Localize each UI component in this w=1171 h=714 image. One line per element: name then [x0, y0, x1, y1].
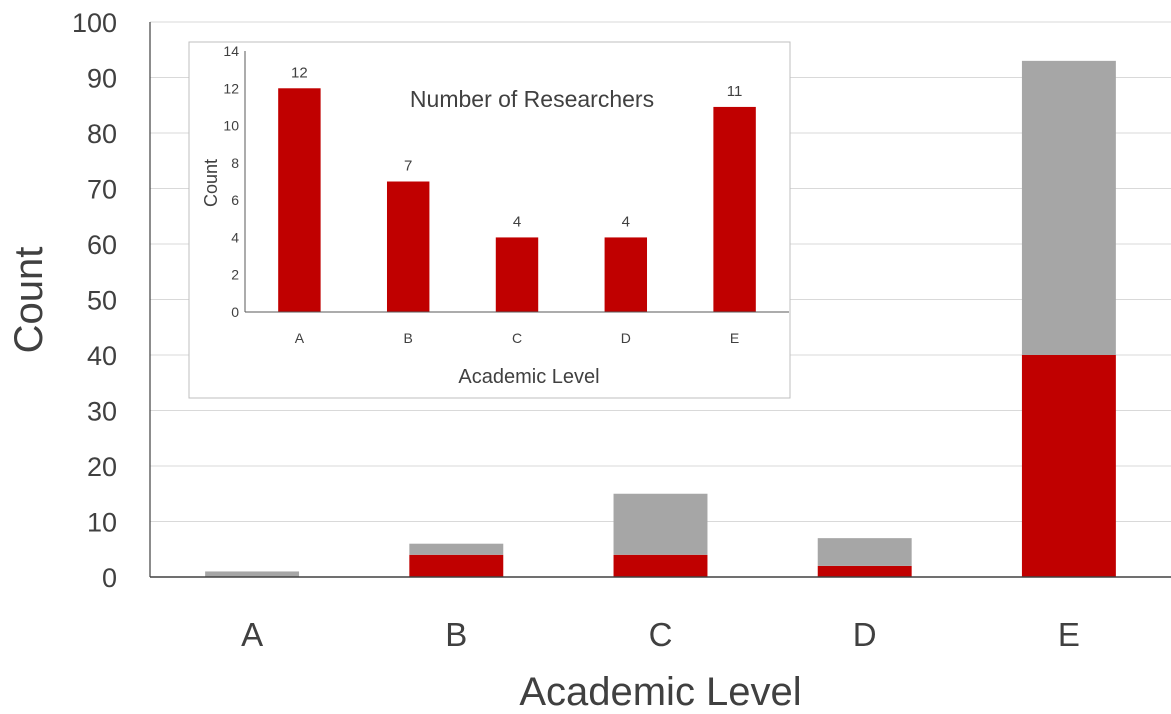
main-bar-B-series1	[409, 554, 504, 577]
inset-data-label: 4	[622, 213, 630, 230]
inset-data-label: 7	[404, 158, 412, 175]
inset-x-tick-label: C	[512, 330, 522, 346]
inset-x-tick-label: A	[295, 330, 305, 346]
inset-y-tick-label: 0	[231, 304, 239, 320]
main-y-tick-label: 70	[87, 175, 117, 205]
main-y-tick-label: 60	[87, 230, 117, 260]
inset-title: Number of Researchers	[410, 86, 654, 112]
main-x-tick-label: E	[1058, 616, 1080, 653]
inset-y-axis-title: Count	[201, 159, 221, 207]
inset-data-label: 11	[727, 83, 743, 100]
main-y-tick-label: 90	[87, 64, 117, 94]
main-bar-D-series1	[817, 565, 912, 577]
inset-x-axis-title: Academic Level	[458, 366, 599, 388]
main-y-axis-title: Count	[7, 247, 51, 354]
inset-y-tick-label: 12	[223, 80, 239, 96]
inset-y-tick-label: 10	[223, 118, 239, 134]
main-y-tick-label: 80	[87, 119, 117, 149]
inset-y-tick-label: 2	[231, 267, 239, 283]
inset-bar-C	[495, 237, 539, 312]
inset-y-tick-label: 6	[231, 192, 239, 208]
main-y-tick-label: 0	[102, 563, 117, 593]
inset-x-tick-label: E	[730, 330, 739, 346]
main-bar-E-series2	[1021, 60, 1116, 355]
main-x-tick-label: B	[445, 616, 467, 653]
inset-bar-A	[278, 88, 321, 313]
main-bar-D-series2	[817, 538, 912, 566]
main-bar-C-series1	[613, 554, 708, 577]
inset-chart: 12 A 7 B 4 C 4 D 11 E 0 2 4 6 8 10 12 14 Number of Researc…	[188, 41, 791, 399]
main-bar-E-series1	[1021, 355, 1116, 577]
main-x-axis-title: Academic Level	[519, 670, 801, 714]
inset-x-tick-label: D	[621, 330, 631, 346]
main-bar-A-series2	[205, 571, 300, 577]
main-y-tick-label: 30	[87, 397, 117, 427]
inset-data-label: 12	[291, 64, 308, 81]
main-x-tick-label: D	[853, 616, 877, 653]
inset-bar-E	[713, 106, 756, 312]
main-y-tick-label: 20	[87, 452, 117, 482]
main-x-tick-label: C	[649, 616, 673, 653]
main-y-tick-label: 50	[87, 286, 117, 316]
inset-y-tick-label: 4	[231, 229, 239, 245]
inset-y-tick-label: 14	[223, 43, 239, 59]
inset-data-label: 4	[513, 213, 521, 230]
main-x-tick-label: A	[241, 616, 263, 653]
inset-y-tick-label: 8	[231, 155, 239, 171]
inset-bar-D	[604, 237, 648, 312]
main-bar-C-series2	[613, 493, 708, 555]
main-y-tick-label: 100	[72, 8, 117, 38]
main-y-tick-label: 40	[87, 341, 117, 371]
main-y-tick-label: 10	[87, 508, 117, 538]
inset-bar-B	[386, 181, 430, 312]
main-bar-B-series2	[409, 543, 504, 555]
inset-x-tick-label: B	[404, 330, 413, 346]
